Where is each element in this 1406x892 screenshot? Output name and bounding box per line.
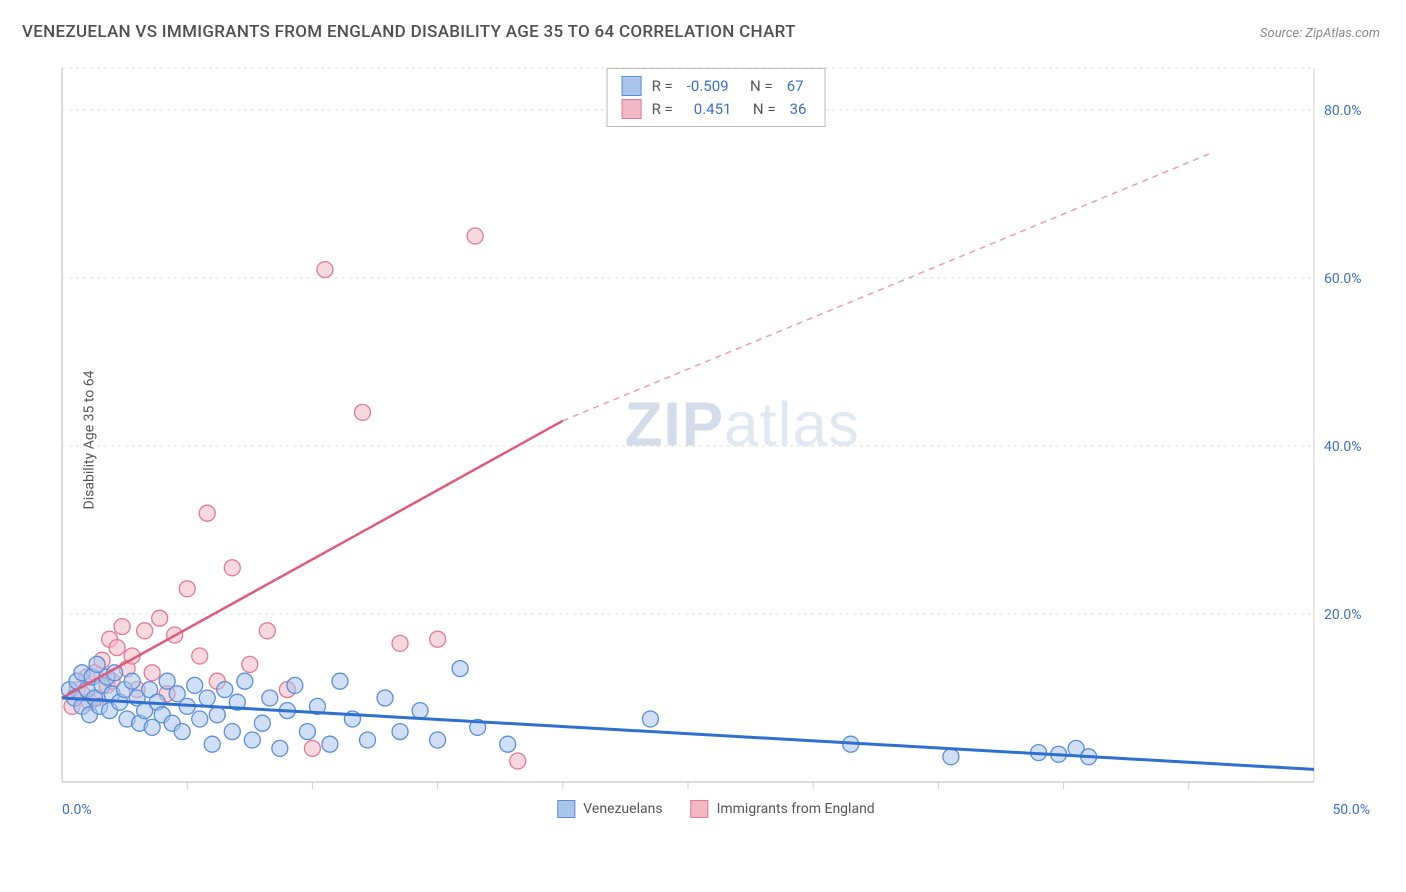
chart-area: Disability Age 35 to 64 20.0%40.0%60.0%8… [58, 60, 1374, 820]
r-label: R = [652, 98, 673, 121]
svg-text:40.0%: 40.0% [1324, 439, 1362, 455]
legend-swatch-icon [691, 800, 709, 818]
legend-label: Immigrants from England [717, 801, 875, 817]
chart-title: VENEZUELAN VS IMMIGRANTS FROM ENGLAND DI… [22, 22, 796, 42]
r-value-2: 0.451 [683, 98, 736, 121]
chart-source: Source: ZipAtlas.com [1260, 26, 1380, 41]
correlation-legend-row-1: R = -0.509 N = 67 [622, 75, 811, 98]
r-value-1: -0.509 [683, 75, 733, 98]
n-label: N = [745, 98, 775, 121]
scatter-plot: 20.0% 40.0% 60.0% 80.0% [58, 60, 1374, 820]
n-label: N = [743, 75, 773, 98]
svg-text:80.0%: 80.0% [1324, 103, 1362, 119]
legend-label: Venezuelans [583, 801, 662, 817]
x-axis-label-max: 50.0% [1332, 802, 1370, 818]
legend-swatch-england [622, 99, 642, 119]
legend-item-venezuelans: Venezuelans [557, 800, 662, 818]
n-value-2: 36 [786, 98, 811, 121]
legend-swatch-venezuelans [622, 76, 642, 96]
r-label: R = [652, 75, 673, 98]
legend-item-england: Immigrants from England [691, 800, 875, 818]
n-value-1: 67 [783, 75, 808, 98]
legend-swatch-icon [557, 800, 575, 818]
correlation-legend-row-2: R = 0.451 N = 36 [622, 98, 811, 121]
x-axis-label-min: 0.0% [62, 802, 92, 818]
svg-text:60.0%: 60.0% [1324, 271, 1362, 287]
correlation-legend: R = -0.509 N = 67 R = 0.451 N = 36 [607, 68, 826, 127]
series-legend: Venezuelans Immigrants from England [557, 800, 874, 818]
svg-text:20.0%: 20.0% [1324, 607, 1362, 623]
